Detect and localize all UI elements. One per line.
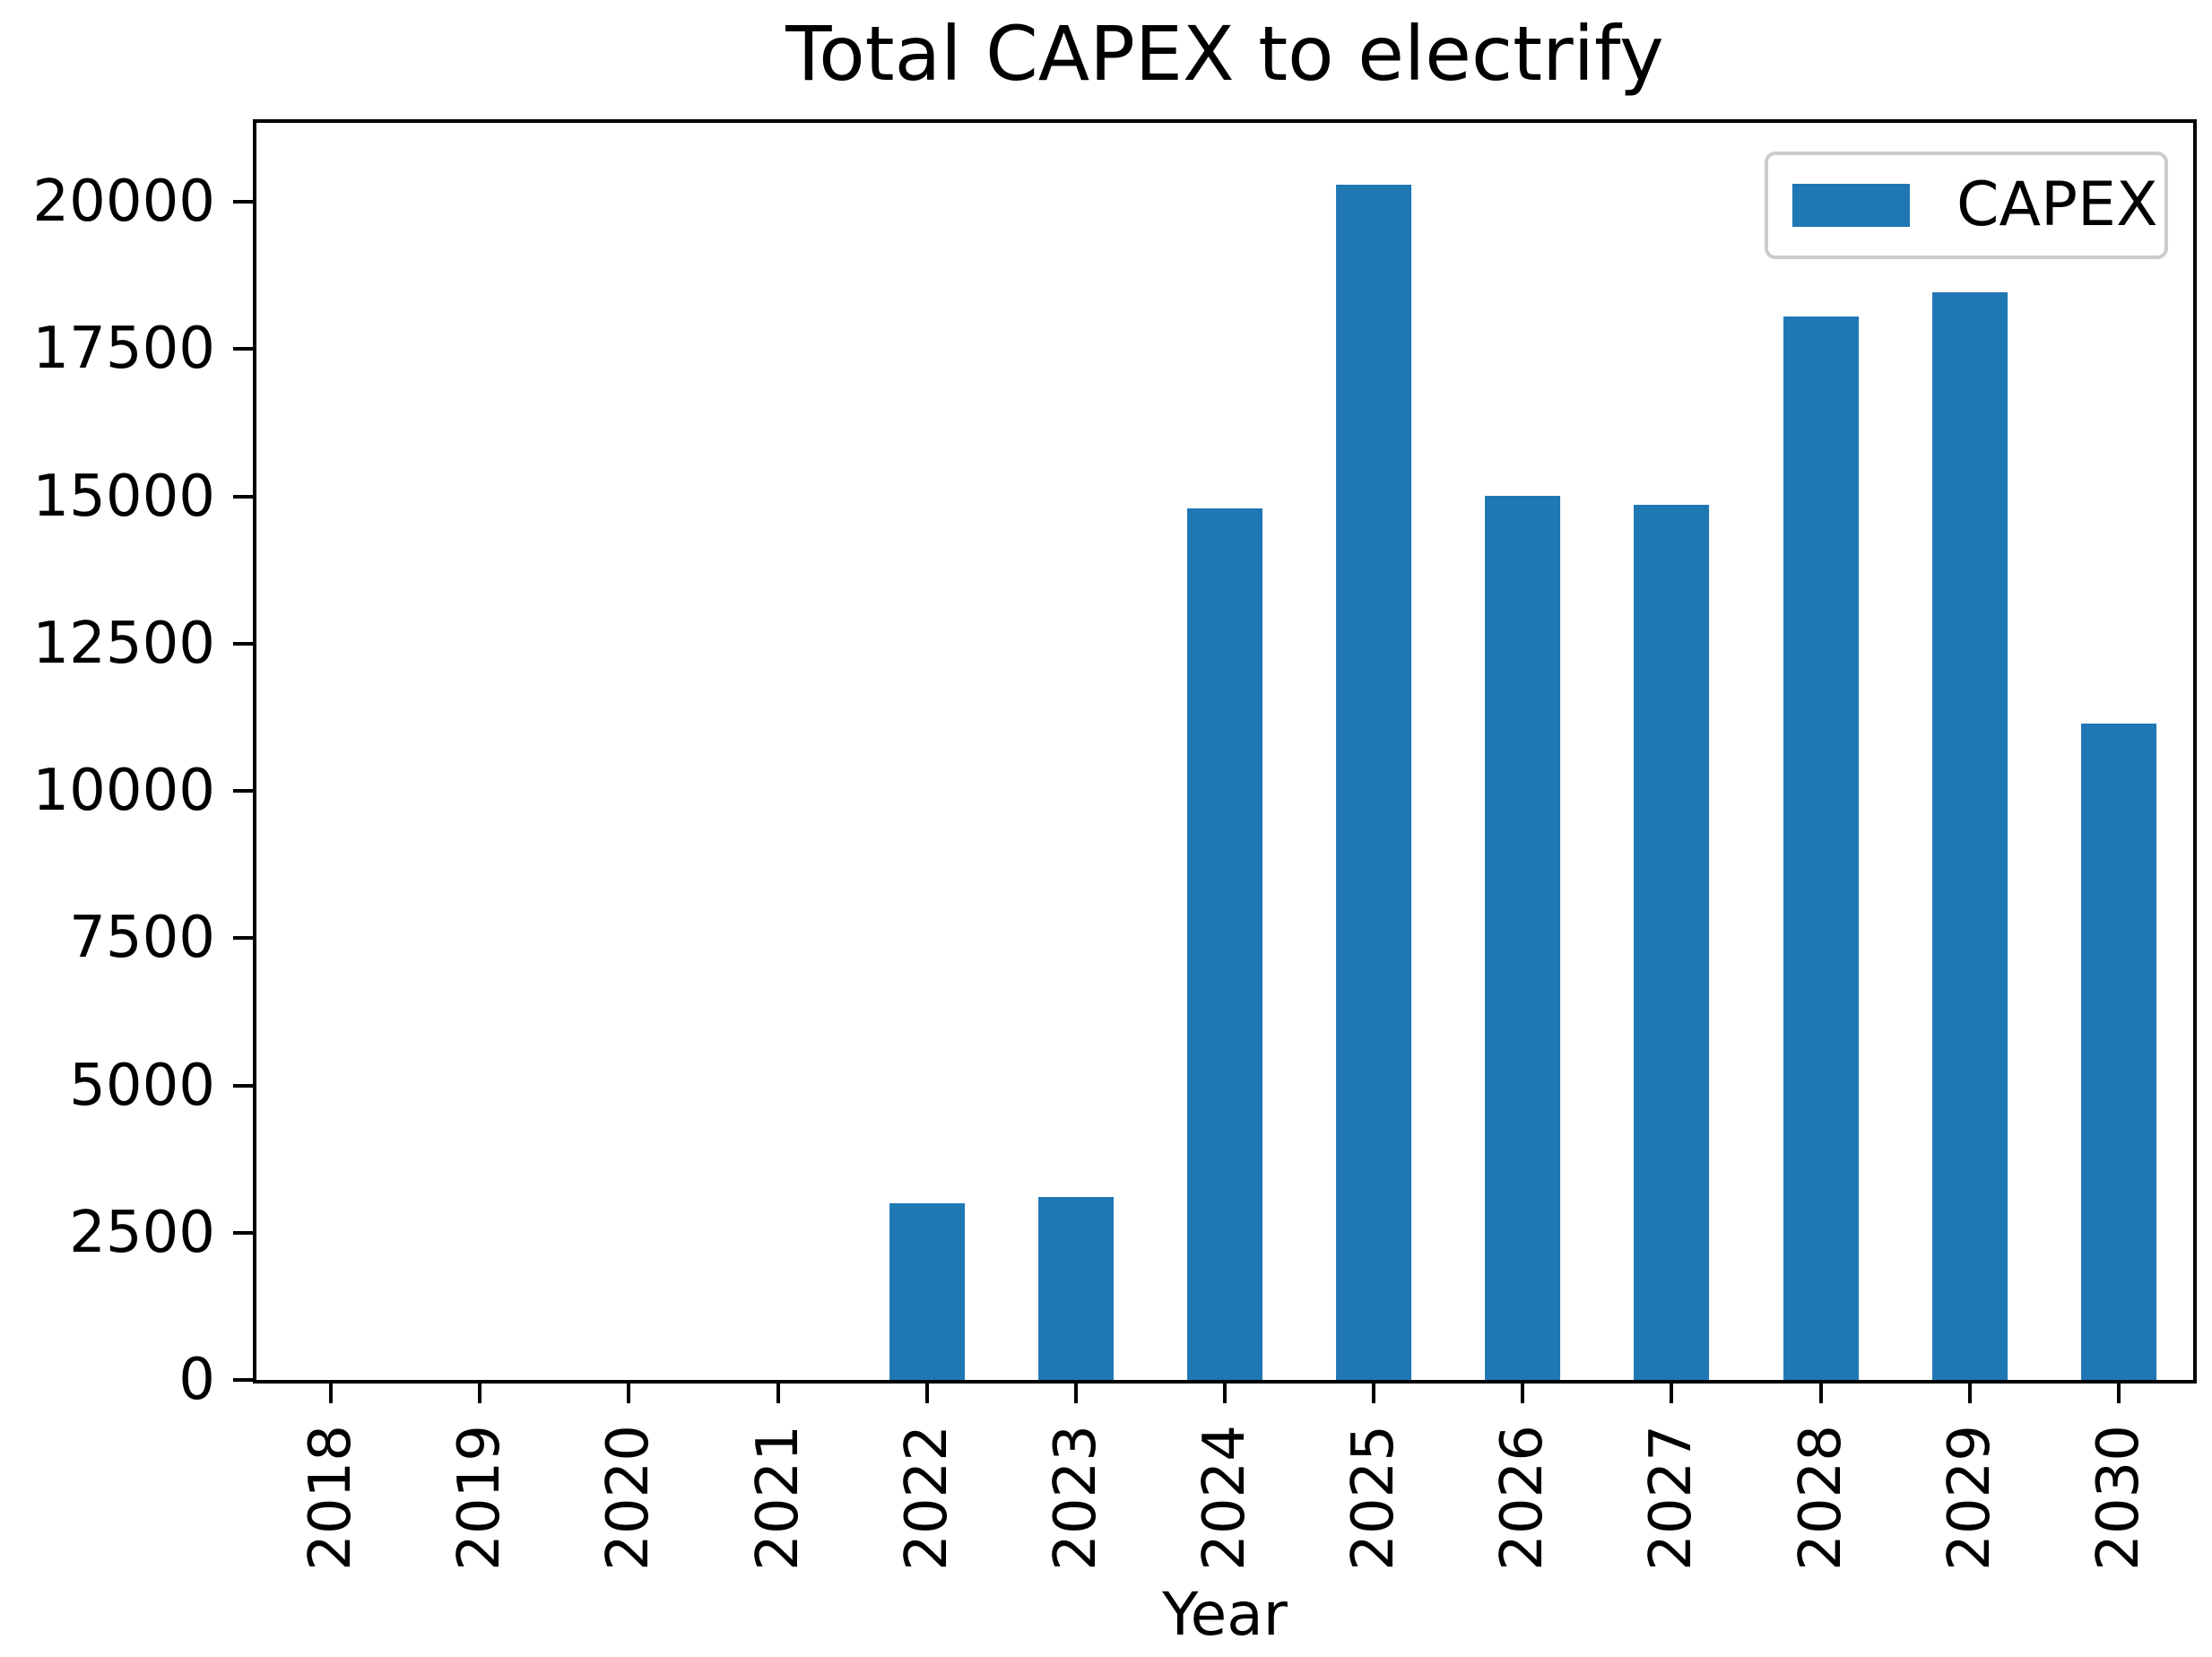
- chart-title: Total CAPEX to electrify: [785, 10, 1664, 98]
- x-tick-mark-2030: [2116, 1384, 2121, 1403]
- bar-2029: [1931, 292, 2008, 1380]
- y-tick-mark-7500: [233, 936, 253, 941]
- y-tick-label-7500: 7500: [69, 905, 215, 972]
- x-tick-label-2029: 2029: [1936, 1425, 2003, 1571]
- x-tick-label-2024: 2024: [1192, 1425, 1258, 1571]
- y-tick-label-12500: 12500: [32, 610, 215, 677]
- y-tick-label-17500: 17500: [32, 316, 215, 383]
- y-tick-label-15000: 15000: [32, 463, 215, 530]
- x-tick-label-2021: 2021: [744, 1425, 811, 1571]
- y-tick-label-20000: 20000: [32, 169, 215, 236]
- y-tick-label-2500: 2500: [69, 1199, 215, 1266]
- x-tick-label-2026: 2026: [1489, 1425, 1557, 1571]
- y-tick-label-0: 0: [178, 1347, 215, 1413]
- x-tick-mark-2022: [924, 1384, 929, 1403]
- y-tick-mark-0: [233, 1378, 253, 1382]
- y-tick-mark-2500: [233, 1230, 253, 1235]
- x-tick-mark-2023: [1073, 1384, 1078, 1403]
- bar-2028: [1783, 316, 1859, 1380]
- y-tick-mark-5000: [233, 1083, 253, 1088]
- bar-2023: [1037, 1197, 1114, 1380]
- x-tick-mark-2027: [1670, 1384, 1674, 1403]
- x-tick-mark-2018: [329, 1384, 334, 1403]
- x-tick-mark-2029: [1967, 1384, 1972, 1403]
- bar-2026: [1485, 496, 1561, 1380]
- x-axis-label: Year: [1162, 1580, 1288, 1649]
- x-tick-label-2027: 2027: [1638, 1425, 1705, 1571]
- y-tick-label-10000: 10000: [32, 758, 215, 825]
- y-tick-mark-17500: [233, 347, 253, 351]
- bar-2022: [889, 1202, 965, 1380]
- legend-swatch-capex: [1792, 184, 1910, 227]
- y-tick-mark-20000: [233, 200, 253, 204]
- bar-2025: [1336, 185, 1412, 1380]
- y-tick-label-5000: 5000: [69, 1052, 215, 1119]
- y-tick-mark-10000: [233, 789, 253, 794]
- x-tick-mark-2025: [1372, 1384, 1376, 1403]
- x-tick-label-2018: 2018: [298, 1425, 365, 1571]
- x-tick-label-2020: 2020: [595, 1425, 663, 1571]
- y-tick-mark-15000: [233, 494, 253, 499]
- legend: CAPEX: [1765, 152, 2168, 259]
- y-tick-mark-12500: [233, 641, 253, 646]
- x-tick-mark-2026: [1521, 1384, 1525, 1403]
- x-tick-label-2028: 2028: [1787, 1425, 1854, 1571]
- x-tick-label-2025: 2025: [1340, 1425, 1408, 1571]
- x-tick-mark-2020: [627, 1384, 631, 1403]
- x-tick-label-2023: 2023: [1042, 1425, 1109, 1571]
- x-tick-mark-2024: [1223, 1384, 1227, 1403]
- x-tick-label-2030: 2030: [2085, 1425, 2152, 1571]
- bar-2030: [2080, 723, 2156, 1380]
- bar-2024: [1187, 508, 1262, 1380]
- x-tick-mark-2028: [1818, 1384, 1823, 1403]
- bar-2027: [1634, 504, 1710, 1380]
- x-tick-label-2019: 2019: [447, 1425, 514, 1571]
- legend-label-capex: CAPEX: [1956, 169, 2158, 240]
- plot-area: 0 2500 5000 7500 10000 12500 15000 17500 20000 2…: [32, 119, 2197, 1571]
- x-tick-mark-2019: [478, 1384, 482, 1403]
- x-tick-label-2022: 2022: [893, 1425, 960, 1571]
- x-tick-mark-2021: [776, 1384, 780, 1403]
